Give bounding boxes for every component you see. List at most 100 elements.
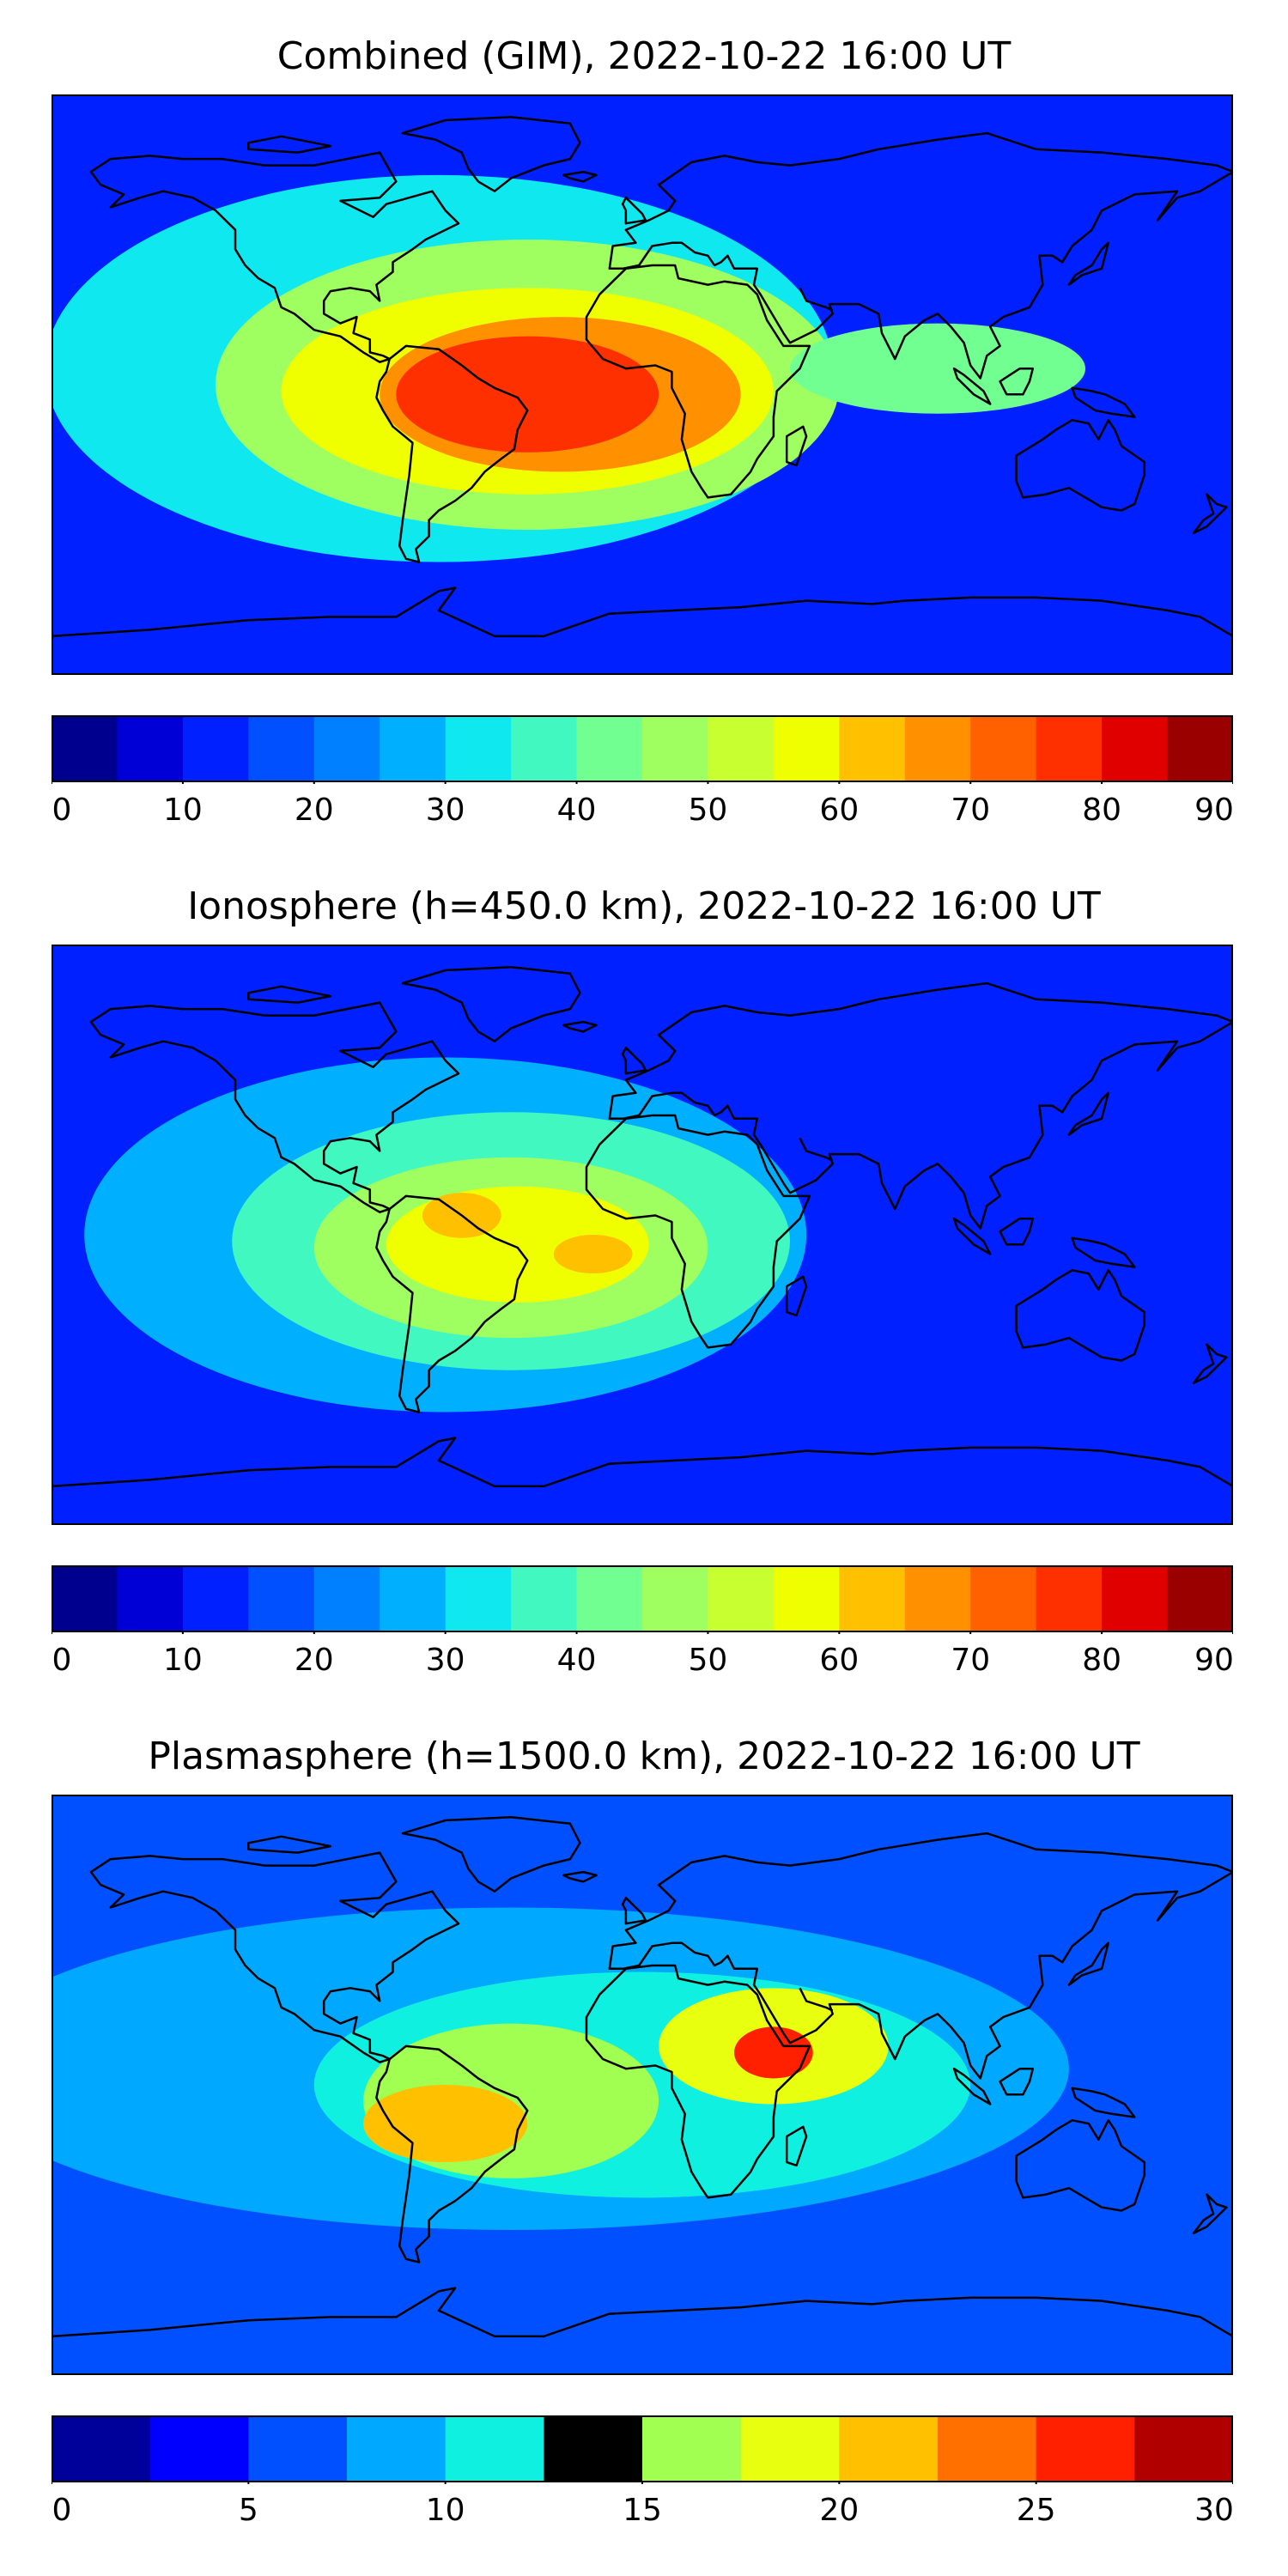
- colorbar-segment: [708, 1565, 775, 1632]
- colorbar-tick-label: 90: [1194, 1643, 1234, 1678]
- colorbar-tick-label: 20: [294, 793, 334, 828]
- coastline-madagascar: [785, 1275, 808, 1317]
- coastline-australia: [1015, 1269, 1146, 1362]
- colorbar-tick-label: 70: [951, 1643, 991, 1678]
- coastline-new-zealand: [1192, 2193, 1228, 2235]
- colorbar-tick-label: 15: [623, 2493, 662, 2528]
- colorbar-tick-label: 40: [556, 793, 597, 828]
- colorbar-segment: [313, 1565, 380, 1632]
- panel-2-colorbar: 0 10 20 30 40 50 60 70 80 90: [51, 1565, 1234, 1678]
- colorbar-tick-label: 30: [425, 1643, 465, 1678]
- coastline-north-america: [89, 1001, 460, 1213]
- colorbar-segment: [1102, 715, 1169, 782]
- colorbar-tick-label: 80: [1082, 1643, 1122, 1678]
- coastline-arabia-gulf: [799, 287, 834, 312]
- panel-2-title: Ionosphere (h=450.0 km), 2022-10-22 16:0…: [187, 884, 1101, 928]
- colorbar-tick-label: 80: [1082, 793, 1122, 828]
- colorbar-segment: [445, 2415, 544, 2482]
- colorbar-segment: [1036, 715, 1103, 782]
- panel-2-map-svg: [52, 945, 1233, 1525]
- coastline-antarctica: [52, 586, 1233, 638]
- colorbar-segment: [149, 2415, 249, 2482]
- colorbar-tick-label: 0: [52, 793, 72, 828]
- colorbar-segment: [511, 1565, 578, 1632]
- colorbar-segment: [938, 2415, 1037, 2482]
- colorbar-segment: [839, 1565, 906, 1632]
- colorbar-tick-label: 0: [52, 1643, 72, 1678]
- coastline-sumatra: [952, 367, 992, 405]
- colorbar-border: [52, 1565, 1233, 1632]
- panel-2-colorbar-svg: [51, 1565, 1234, 1634]
- contour-region-4: [396, 336, 659, 453]
- colorbar-segment: [380, 1565, 447, 1632]
- colorbar-segment: [970, 1565, 1037, 1632]
- coastline-south-america: [375, 344, 529, 563]
- map-border: [52, 945, 1233, 1525]
- colorbar-segment: [576, 1565, 643, 1632]
- colorbar-segment: [511, 715, 578, 782]
- coastline-arabia-gulf: [799, 1137, 834, 1162]
- coastline-africa: [585, 264, 811, 499]
- colorbar-tick-label: 60: [819, 793, 860, 828]
- coastline-iceland: [562, 1870, 598, 1883]
- colorbar-segment: [117, 715, 184, 782]
- coastline-uk: [621, 1046, 647, 1075]
- coastline-south-america: [375, 2044, 529, 2263]
- coastline-new-guinea: [1071, 386, 1136, 418]
- colorbar-segment: [248, 715, 315, 782]
- coastline-australia: [1015, 419, 1146, 512]
- colorbar-segment: [445, 715, 512, 782]
- coastlines: [52, 966, 1233, 1488]
- panel-3-map: [52, 1795, 1233, 2375]
- colorbar-segment: [1167, 1565, 1234, 1632]
- coastline-australia: [1015, 2119, 1146, 2212]
- panel-3-colorbar: 0 5 10 15 20 25 30: [51, 2415, 1234, 2528]
- coastline-north-america: [89, 151, 460, 363]
- coastline-new-guinea: [1071, 1236, 1136, 1268]
- panel-2-map: [52, 945, 1233, 1525]
- colorbar-segment: [52, 1565, 118, 1632]
- colorbar-tick-label: 10: [162, 793, 203, 828]
- colorbar-segment: [708, 715, 775, 782]
- colorbar-tick-label: 10: [425, 2493, 465, 2528]
- coastline-new-zealand: [1192, 1343, 1228, 1385]
- colorbar-segment: [839, 715, 906, 782]
- colorbar-segment: [544, 2415, 643, 2482]
- coastline-arctic-islands: [247, 985, 332, 1004]
- coastline-arctic-islands: [247, 135, 332, 154]
- colorbar-segment: [1102, 1565, 1169, 1632]
- colorbar-tick-label: 25: [1016, 2493, 1056, 2528]
- colorbar-segment: [839, 2415, 939, 2482]
- coastline-eurasia: [608, 131, 1233, 380]
- colorbar-segment: [380, 715, 447, 782]
- colorbar-segment: [445, 1565, 512, 1632]
- contour-region-5: [553, 1235, 633, 1274]
- colorbar-segment: [1167, 715, 1234, 782]
- panel-3-colorbar-ticks: 0 5 10 15 20 25 30: [52, 2493, 1234, 2528]
- coastline-iceland: [562, 1020, 598, 1033]
- coastline-greenland: [401, 1816, 581, 1893]
- map-border: [52, 1795, 1233, 2375]
- coastline-madagascar: [785, 2125, 808, 2167]
- coastline-greenland: [401, 116, 581, 192]
- colorbar-tick-label: 90: [1194, 793, 1234, 828]
- colorbar-tick-label: 50: [688, 793, 728, 828]
- coastline-eurasia: [608, 981, 1233, 1230]
- coastline-new-guinea: [1071, 2087, 1136, 2118]
- coastline-antarctica: [52, 1437, 1233, 1488]
- colorbar-segment: [117, 1565, 184, 1632]
- panel-1-colorbar-ticks: 0 10 20 30 40 50 60 70 80 90: [52, 793, 1234, 828]
- panel-1-map-svg: [52, 94, 1233, 675]
- colorbar-tick-label: 60: [819, 1643, 860, 1678]
- panel-1-title: Combined (GIM), 2022-10-22 16:00 UT: [276, 34, 1012, 78]
- colorbar-segment: [52, 715, 118, 782]
- coastline-borneo: [999, 367, 1035, 396]
- colorbar-segment: [1036, 2415, 1135, 2482]
- map-border: [52, 94, 1233, 675]
- panel-1-colorbar: 0 10 20 30 40 50 60 70 80 90: [51, 715, 1234, 828]
- colorbar-segment: [642, 715, 708, 782]
- coastline-antarctica: [52, 2287, 1233, 2338]
- colorbar-segment: [182, 1565, 249, 1632]
- coastline-japan: [1067, 1091, 1110, 1136]
- colorbar-segment: [1134, 2415, 1234, 2482]
